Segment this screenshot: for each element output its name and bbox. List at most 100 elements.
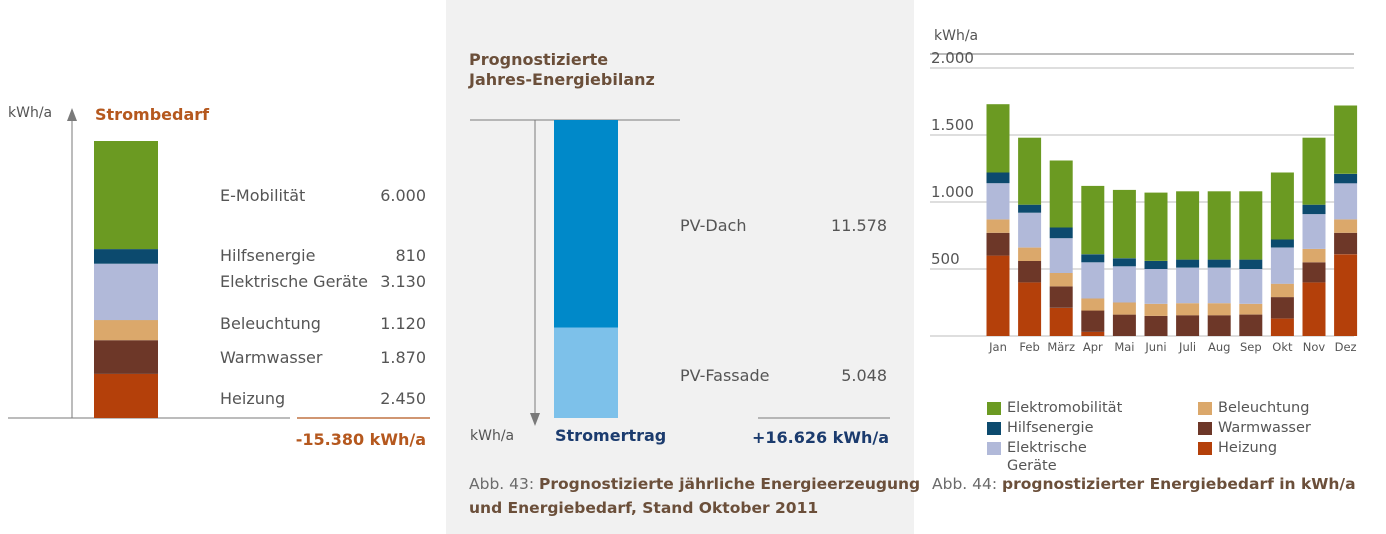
- bar-segment-hilfsenergie: [1049, 227, 1073, 239]
- y-tick-label: 2.000: [931, 49, 974, 67]
- bar-segment-elektromobilitaet: [1049, 160, 1073, 228]
- legend-swatch: [1198, 442, 1212, 455]
- bar-segment-hilfsenergie: [1112, 258, 1136, 267]
- bar-segment-warmwasser: [1176, 315, 1200, 336]
- left-item-value: 1.120: [380, 314, 426, 333]
- caption-text: Prognostizierte jährliche Energieerzeugu…: [539, 475, 921, 493]
- legend-swatch: [987, 422, 1001, 435]
- bar-segment-elektrische-geraete: [1176, 267, 1200, 304]
- x-tick-label: Okt: [1272, 340, 1293, 354]
- bar-segment-elektromobilitaet: [1081, 185, 1105, 255]
- legend-label: Heizung: [1218, 440, 1278, 456]
- bar-segment-elektrische-geraete: [1334, 183, 1358, 220]
- bar-segment-beleuchtung: [1207, 303, 1231, 316]
- bar-segment-hilfsenergie: [1081, 254, 1105, 263]
- bar-segment-warmwasser: [1018, 261, 1042, 283]
- left-item-label: Warmwasser: [220, 348, 323, 367]
- energiebilanz-chart: [470, 119, 890, 426]
- bar-segment-heizung: [1270, 318, 1294, 336]
- legend-label: Warmwasser: [1218, 420, 1311, 436]
- left-item-label: E-Mobilität: [220, 186, 306, 205]
- left-axis-arrow-icon: [67, 108, 77, 121]
- caption-text: prognostizierter Energiebedarf in kWh/a: [1002, 475, 1356, 493]
- bar-segment-warmwasser: [1207, 315, 1231, 336]
- strombedarf-chart: [8, 108, 430, 419]
- legend-label: Elektrische Geräte: [1007, 440, 1087, 474]
- x-tick-label: Mai: [1114, 340, 1134, 354]
- bar-segment-warmwasser: [1112, 314, 1136, 336]
- bar-segment-beleuchtung: [1176, 303, 1200, 316]
- bar-segment-beleuchtung: [1112, 302, 1136, 315]
- left-item-label: Heizung: [220, 389, 286, 408]
- bar-segment-warmwasser: [1302, 262, 1326, 283]
- bar-segment-heizung: [1334, 254, 1358, 336]
- y-tick-label: 1.000: [931, 183, 974, 201]
- mid-item-label: PV-Fassade: [680, 366, 770, 385]
- figure-caption-44: Abb. 44: prognostizierter Energiebedarf …: [932, 472, 1356, 496]
- bar-segment-warmwasser: [94, 340, 158, 374]
- bar-segment-warmwasser: [1270, 297, 1294, 319]
- mid-axis-arrow-icon: [530, 413, 540, 426]
- left-item-label: Hilfsenergie: [220, 246, 316, 265]
- bar-segment-elektromobilitaet: [986, 104, 1010, 173]
- bar-segment-elektromobilitaet: [1334, 105, 1358, 174]
- mid-title-line2: Jahres-Energiebilanz: [469, 70, 655, 89]
- bar-segment-beleuchtung: [1239, 303, 1263, 315]
- bar-segment-hilfsenergie: [1207, 259, 1231, 268]
- mid-item-value: 5.048: [841, 366, 887, 385]
- bar-segment-hilfsenergie: [1239, 259, 1263, 269]
- monthly-demand-chart: kWh/a 500 1.000 1.500 2.000 Jan Feb März Apr Ma…: [930, 28, 1358, 354]
- bar-segment-hilfsenergie: [1144, 261, 1168, 269]
- bar-segment-heizung: [1302, 282, 1326, 336]
- bar-segment-elektrische-geraete: [1081, 262, 1105, 299]
- bar-segment-beleuchtung: [1081, 298, 1105, 311]
- left-item-value: 3.130: [380, 272, 426, 291]
- figure-caption-43: Abb. 43: Prognostizierte jährliche Energ…: [469, 472, 920, 520]
- caption-prefix: Abb. 43:: [469, 475, 535, 493]
- bar-segment-elektrische-geraete: [1270, 247, 1294, 284]
- mid-item-label: PV-Dach: [680, 216, 747, 235]
- bar-segment-warmwasser: [986, 232, 1010, 256]
- bar-segment-pv-dach: [554, 120, 618, 328]
- bar-segment-hilfsenergie: [1334, 173, 1358, 184]
- bar-segment-hilfsenergie: [94, 249, 158, 264]
- bar-segment-beleuchtung: [94, 320, 158, 341]
- bar-segment-beleuchtung: [986, 219, 1010, 233]
- left-total: -15.380 kWh/a: [295, 430, 426, 449]
- bar-segment-hilfsenergie: [1270, 239, 1294, 248]
- left-item-value: 1.870: [380, 348, 426, 367]
- bar-segment-pv-fassade: [554, 327, 618, 418]
- bar-segment-elektromobilitaet: [1239, 191, 1263, 260]
- bar-segment-hilfsenergie: [986, 172, 1010, 184]
- left-unit-label: kWh/a: [8, 105, 53, 121]
- x-tick-label: Apr: [1083, 340, 1103, 354]
- bar-segment-e-mobilitaet: [94, 141, 158, 250]
- mid-item-value: 11.578: [831, 216, 887, 235]
- legend-swatch: [987, 442, 1001, 455]
- bar-segment-heizung: [1049, 307, 1073, 336]
- x-tick-label: März: [1047, 340, 1075, 354]
- bar-segment-elektrische-geraete: [1018, 212, 1042, 248]
- bar-segment-beleuchtung: [1270, 283, 1294, 298]
- bar-segment-elektrische-geraete: [1144, 269, 1168, 304]
- mid-bar-label: Stromertrag: [555, 426, 667, 445]
- bar-segment-elektromobilitaet: [1207, 191, 1231, 260]
- legend-swatch: [987, 402, 1001, 415]
- bar-segment-warmwasser: [1144, 315, 1168, 336]
- bar-segment-elektromobilitaet: [1302, 137, 1326, 205]
- bar-segment-beleuchtung: [1302, 248, 1326, 263]
- left-item-value: 2.450: [380, 389, 426, 408]
- bar-segment-elektrische-geraete: [986, 183, 1010, 220]
- bar-segment-beleuchtung: [1144, 303, 1168, 316]
- left-item-value: 810: [395, 246, 426, 265]
- bar-segment-hilfsenergie: [1176, 259, 1200, 268]
- bar-segment-elektromobilitaet: [1112, 189, 1136, 259]
- x-tick-label: Juli: [1178, 340, 1196, 354]
- legend-swatch: [1198, 422, 1212, 435]
- legend-label: Elektromobilität: [1007, 400, 1123, 416]
- left-item-label: Elektrische Geräte: [220, 272, 368, 291]
- bar-segment-elektromobilitaet: [1176, 191, 1200, 260]
- x-tick-label: Feb: [1019, 340, 1039, 354]
- bar-segment-elektrische-geraete: [1302, 214, 1326, 249]
- bar-segment-warmwasser: [1081, 310, 1105, 332]
